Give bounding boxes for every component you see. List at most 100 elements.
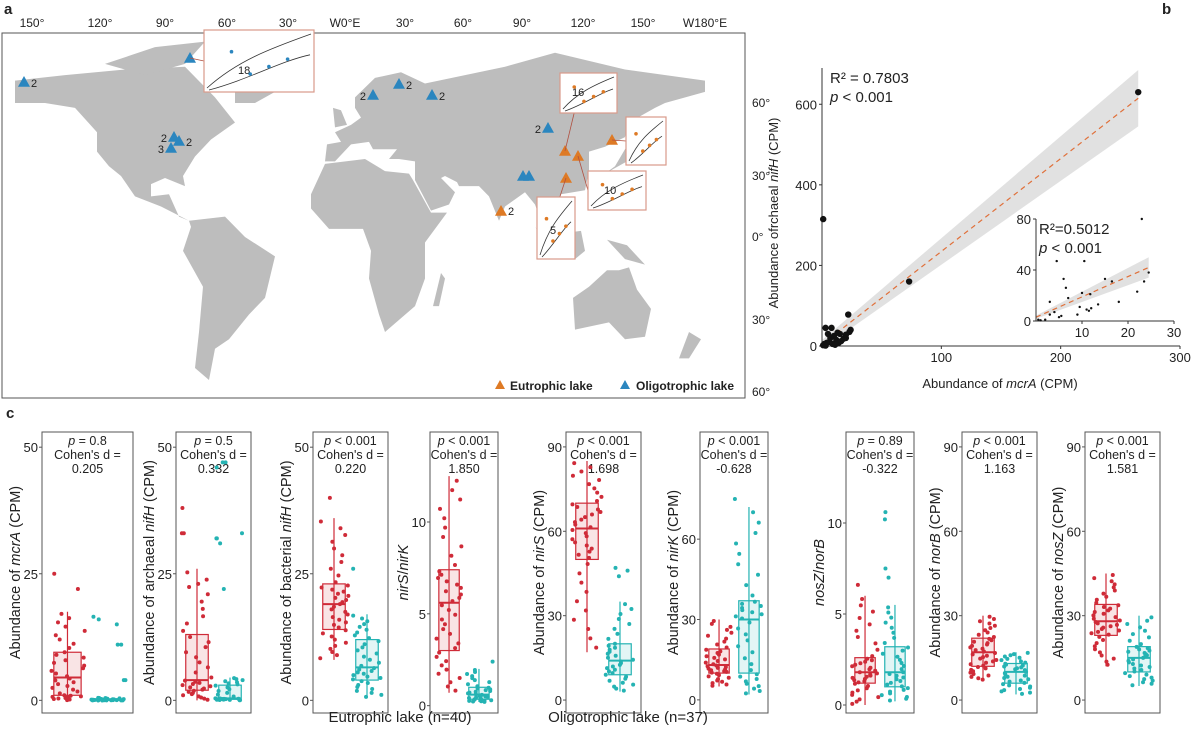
site-marker-triangle-icon <box>18 76 30 87</box>
sample-point <box>1002 654 1007 659</box>
sample-point <box>117 696 122 701</box>
outlier-point <box>218 541 223 546</box>
label-text: Abundance of <box>922 376 1006 391</box>
sample-point <box>453 612 458 617</box>
sample-point <box>445 684 450 689</box>
sample-point <box>850 690 855 695</box>
sample-point <box>986 673 991 678</box>
sample-point <box>850 675 855 680</box>
sample-point <box>740 601 745 606</box>
sample-point <box>570 502 575 507</box>
sample-point <box>1112 582 1117 587</box>
sample-point <box>865 656 870 661</box>
sample-point <box>1142 628 1147 633</box>
p-value-label: p < 0.001 <box>707 434 761 448</box>
lake-point <box>557 231 562 236</box>
site-count-label: 2 <box>360 91 366 103</box>
sample-point <box>54 652 59 657</box>
cohens-d-label: Cohen's d = <box>1089 448 1156 462</box>
sample-point <box>185 570 190 575</box>
lake-point <box>620 192 625 196</box>
sample-point <box>751 510 756 515</box>
sample-point <box>742 656 747 661</box>
data-point <box>1062 277 1065 281</box>
boxplot-panel: 0 25 50 Abundance of mcrA (CPM) p = 0.8Cohen… <box>8 431 134 714</box>
box-eutrophic <box>1089 573 1122 667</box>
inset-count-label: 16 <box>572 87 584 99</box>
world-map: 150° 120° 90° 60° 30° W0°E 30° 60° 90° 120° 150° W1… <box>1 16 770 399</box>
outlier-point <box>883 510 888 515</box>
sample-point <box>627 621 632 626</box>
data-point <box>1053 310 1056 314</box>
sample-point <box>1094 641 1099 646</box>
outlier-point <box>91 614 96 619</box>
sample-point <box>1018 659 1023 664</box>
sample-point <box>583 515 588 520</box>
sample-point <box>1002 671 1007 676</box>
label-text: (CPM) <box>142 460 158 506</box>
sample-point <box>570 537 575 542</box>
sample-point <box>1112 588 1117 593</box>
box-oligotrophic <box>351 566 384 699</box>
sample-point <box>193 679 198 684</box>
sample-point <box>722 639 727 644</box>
sample-point <box>1002 688 1007 693</box>
sample-point <box>89 697 94 702</box>
p-symbol: p <box>437 434 445 448</box>
p-value: < 0.001 <box>445 434 491 448</box>
gene-name: norB <box>812 539 828 570</box>
site-count-label: 2 <box>508 206 514 218</box>
sample-point <box>475 684 480 689</box>
sample-point <box>1008 653 1013 658</box>
sample-point <box>587 555 592 560</box>
sample-point <box>595 490 600 495</box>
data-point <box>1080 291 1084 295</box>
data-point <box>1055 259 1058 263</box>
sample-point <box>969 667 974 672</box>
sample-point <box>67 616 72 621</box>
sample-point <box>318 519 323 524</box>
sample-point <box>876 695 881 700</box>
sample-point <box>612 684 617 689</box>
latitude-label: 30° <box>752 169 770 183</box>
outlier-point <box>214 536 219 541</box>
gene-name: nirK <box>396 543 412 570</box>
sample-point <box>329 607 334 612</box>
p-value: < 0.001 <box>1103 434 1149 448</box>
y-tick-label: 90 <box>1067 440 1081 455</box>
outlier-point <box>180 505 185 510</box>
sample-point <box>234 680 239 685</box>
outlier-point <box>882 517 887 522</box>
sample-point <box>754 672 759 677</box>
sample-point <box>1130 683 1135 688</box>
sample-point <box>359 663 364 668</box>
sample-point <box>1109 579 1114 584</box>
sample-point <box>458 585 463 590</box>
site-count-label: 2 <box>186 137 192 149</box>
box-eutrophic <box>49 571 87 703</box>
sample-point <box>704 654 709 659</box>
sample-point <box>724 636 729 641</box>
panel-label-c: c <box>6 405 14 422</box>
data-point <box>827 334 834 342</box>
sample-point <box>570 473 575 478</box>
sample-point <box>891 630 896 635</box>
sample-point <box>895 654 900 659</box>
sample-point <box>361 654 366 659</box>
lake-point <box>634 132 638 136</box>
sample-point <box>376 660 381 665</box>
longitude-label: 120° <box>88 16 113 30</box>
p-value: < 0.001 <box>980 434 1026 448</box>
box-oligotrophic <box>879 510 910 703</box>
outlier-point <box>613 565 618 570</box>
sample-point <box>444 579 449 584</box>
sample-point <box>340 553 345 558</box>
data-point <box>1044 318 1047 321</box>
sample-point <box>121 697 126 702</box>
sample-point <box>343 532 348 537</box>
sample-point <box>65 683 70 688</box>
x-tick-label: 10 <box>1075 325 1089 340</box>
sample-point <box>867 622 872 627</box>
